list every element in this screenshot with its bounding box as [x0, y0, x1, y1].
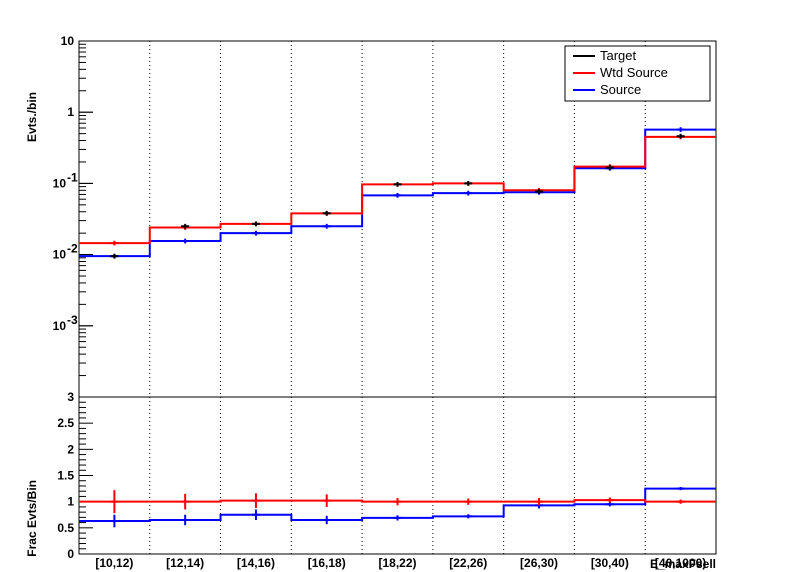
legend: Target Wtd Source Source [564, 45, 711, 102]
x-tick-label: [26,30) [520, 556, 558, 570]
bottom-series [79, 487, 716, 528]
bottom-y-tick-label: 2 [67, 442, 74, 456]
bottom-y-tick-label: 1.5 [57, 469, 74, 483]
legend-label-source: Source [600, 82, 641, 97]
top-y-tick-exponent: -2 [67, 242, 78, 256]
top-wtd-source-line [79, 135, 716, 245]
bottom-y-tick-label: 3 [67, 390, 74, 404]
top-y-tick-label: 10 [53, 248, 67, 262]
top-y-tick-label: 10 [61, 34, 75, 48]
top-source-line [79, 128, 716, 258]
x-axis-title: E_maxFsell [650, 557, 716, 571]
top-y-tick-label: 10 [53, 319, 67, 333]
top-y-tick-label: 10 [53, 176, 67, 190]
top-grid [149, 41, 646, 397]
top-series [79, 127, 716, 259]
bottom-y-tick-label: 0.5 [57, 521, 74, 535]
x-tick-label: [14,16) [237, 556, 275, 570]
x-tick-label: [18,22) [378, 556, 416, 570]
top-y-tick-label: 1 [67, 105, 74, 119]
x-tick-label: [40,1000) [655, 556, 706, 570]
bottom-grid [149, 397, 646, 554]
x-tick-label: [16,18) [308, 556, 346, 570]
legend-label-wtd-source: Wtd Source [600, 65, 668, 80]
x-tick-label: [22,26) [449, 556, 487, 570]
x-tick-label: [12,14) [166, 556, 204, 570]
x-axis: [10,12) [12,14) [14,16) [16,18) [18,22) [22,2… [95, 556, 706, 570]
top-y-title: Evts./bin [25, 92, 39, 142]
x-tick-label: [30,40) [591, 556, 629, 570]
bottom-y-tick-label: 0 [67, 547, 74, 561]
bottom-y-axis: 0 0.5 1 1.5 2 2.5 3 [57, 390, 93, 561]
x-tick-label: [10,12) [95, 556, 133, 570]
top-y-tick-exponent: -3 [67, 313, 78, 327]
top-y-tick-exponent: -1 [67, 170, 78, 184]
bottom-y-tick-label: 1 [67, 495, 74, 509]
bottom-plot-frame [78, 396, 717, 555]
bottom-y-title: Frac Evts/Bin [25, 480, 39, 557]
bottom-y-tick-label: 2.5 [57, 416, 74, 430]
legend-label-target: Target [600, 48, 637, 63]
